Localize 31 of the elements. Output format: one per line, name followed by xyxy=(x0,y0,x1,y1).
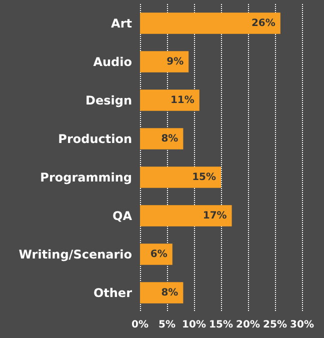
data-label: 11% xyxy=(170,94,194,106)
data-label: 26% xyxy=(251,18,276,29)
data-label: 6% xyxy=(150,248,168,260)
x-tick-label: 15% xyxy=(209,320,233,330)
y-tick-label: Design xyxy=(86,93,132,108)
x-tick-label: 0% xyxy=(132,320,148,330)
bar xyxy=(140,12,280,34)
y-tick-label: Programming xyxy=(40,170,132,184)
y-tick-label: Art xyxy=(111,16,132,30)
x-tick-label: 10% xyxy=(182,320,206,330)
bar xyxy=(140,166,221,188)
data-label: 8% xyxy=(161,287,178,298)
bar xyxy=(140,244,172,265)
data-label: 9% xyxy=(166,56,184,68)
y-tick-label: QA xyxy=(112,208,133,223)
data-label: 8% xyxy=(161,133,178,144)
x-tick-label: 5% xyxy=(158,320,176,330)
x-tick-label: 20% xyxy=(236,320,260,330)
data-label: 15% xyxy=(192,172,216,183)
bar xyxy=(140,51,189,72)
y-tick-label: Writing/Scenario xyxy=(18,247,132,262)
x-tick-label: 30% xyxy=(290,320,314,330)
bar xyxy=(140,90,200,111)
y-tick-label: Audio xyxy=(93,54,132,69)
bar xyxy=(140,205,232,226)
x-tick-label: 25% xyxy=(263,320,287,330)
bar xyxy=(140,282,184,304)
data-label: 17% xyxy=(202,210,227,222)
y-tick-label: Other xyxy=(93,286,132,300)
bar xyxy=(140,128,184,150)
y-tick-label: Production xyxy=(58,132,132,146)
